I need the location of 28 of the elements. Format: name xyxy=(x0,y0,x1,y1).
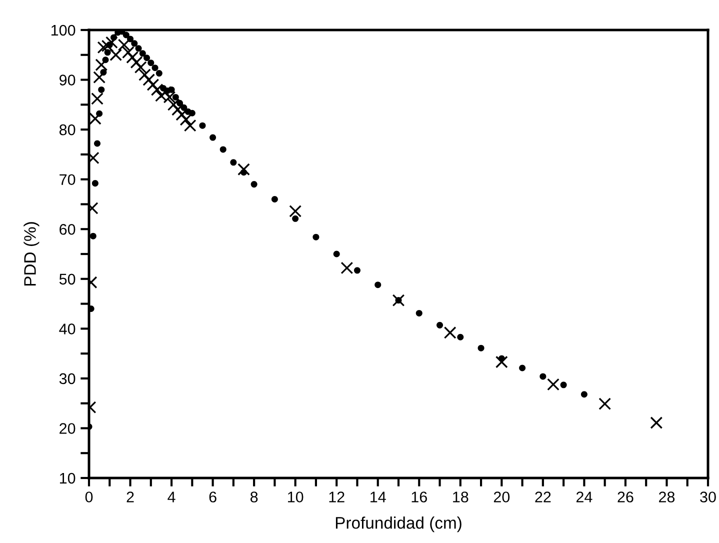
x-tick-label: 28 xyxy=(659,492,675,502)
x-tick-label: 22 xyxy=(535,492,551,502)
y-tick-label: 60 xyxy=(60,224,76,235)
x-tick-label: 12 xyxy=(329,492,344,502)
x-tick-label: 26 xyxy=(618,492,634,502)
x-tick-label: 16 xyxy=(412,492,427,502)
x-tick-label: 14 xyxy=(370,492,386,502)
y-tick-label: 90 xyxy=(60,74,76,86)
x-tick-label: 8 xyxy=(250,492,258,502)
x-tick-label: 6 xyxy=(209,492,216,502)
y-tick-label: 10 xyxy=(60,472,76,484)
x-tick-label: 0 xyxy=(85,492,93,502)
y-tick-label: 100 xyxy=(51,24,76,36)
y-tick-label: 50 xyxy=(59,274,76,285)
x-tick-label: 20 xyxy=(494,492,510,502)
y-tick-label: 30 xyxy=(59,373,76,384)
x-tick-label: 18 xyxy=(453,492,468,502)
x-tick-label: 4 xyxy=(168,492,176,502)
x-axis-title: Profundidad (cm) xyxy=(336,516,462,532)
y-tick-label: 80 xyxy=(59,124,76,136)
x-tick-label: 30 xyxy=(700,492,716,502)
x-tick-label: 10 xyxy=(288,492,304,502)
y-tick-label: 20 xyxy=(60,423,76,434)
y-tick-label: 70 xyxy=(60,174,76,186)
y-tick-label: 40 xyxy=(59,324,76,334)
x-tick-label: 24 xyxy=(576,492,592,502)
y-axis-title: PDD (%) xyxy=(24,222,40,286)
x-tick-label: 2 xyxy=(126,492,134,502)
